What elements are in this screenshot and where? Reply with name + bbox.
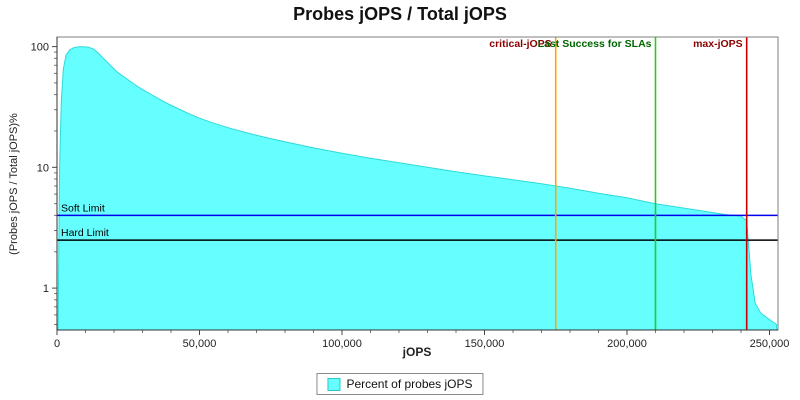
y-tick-label: 100: [31, 42, 49, 54]
x-tick-label: 200,000: [607, 338, 647, 350]
v-marker-label: critical-jOPS: [489, 38, 551, 50]
x-tick-label: 0: [54, 338, 60, 350]
y-tick-label: 10: [37, 162, 49, 174]
x-tick-label: 50,000: [183, 338, 217, 350]
y-axis-label: (Probes jOPS / Total jOPS)%: [8, 113, 20, 255]
chart-title: Probes jOPS / Total jOPS: [293, 4, 507, 24]
h-marker-label: Soft Limit: [61, 202, 105, 214]
x-tick-label: 100,000: [322, 338, 362, 350]
legend: Percent of probes jOPS: [316, 373, 484, 395]
x-tick-label: 250,000: [750, 338, 790, 350]
x-axis-label: jOPS: [402, 345, 432, 359]
legend-swatch-icon: [327, 377, 341, 391]
y-tick-label: 1: [43, 283, 49, 295]
area-series: [57, 46, 778, 331]
legend-label: Percent of probes jOPS: [346, 377, 473, 391]
v-marker-label: max-jOPS: [693, 38, 743, 50]
v-marker-label: Last Success for SLAs: [538, 38, 652, 50]
h-marker-label: Hard Limit: [61, 227, 109, 239]
x-tick-label: 150,000: [465, 338, 505, 350]
